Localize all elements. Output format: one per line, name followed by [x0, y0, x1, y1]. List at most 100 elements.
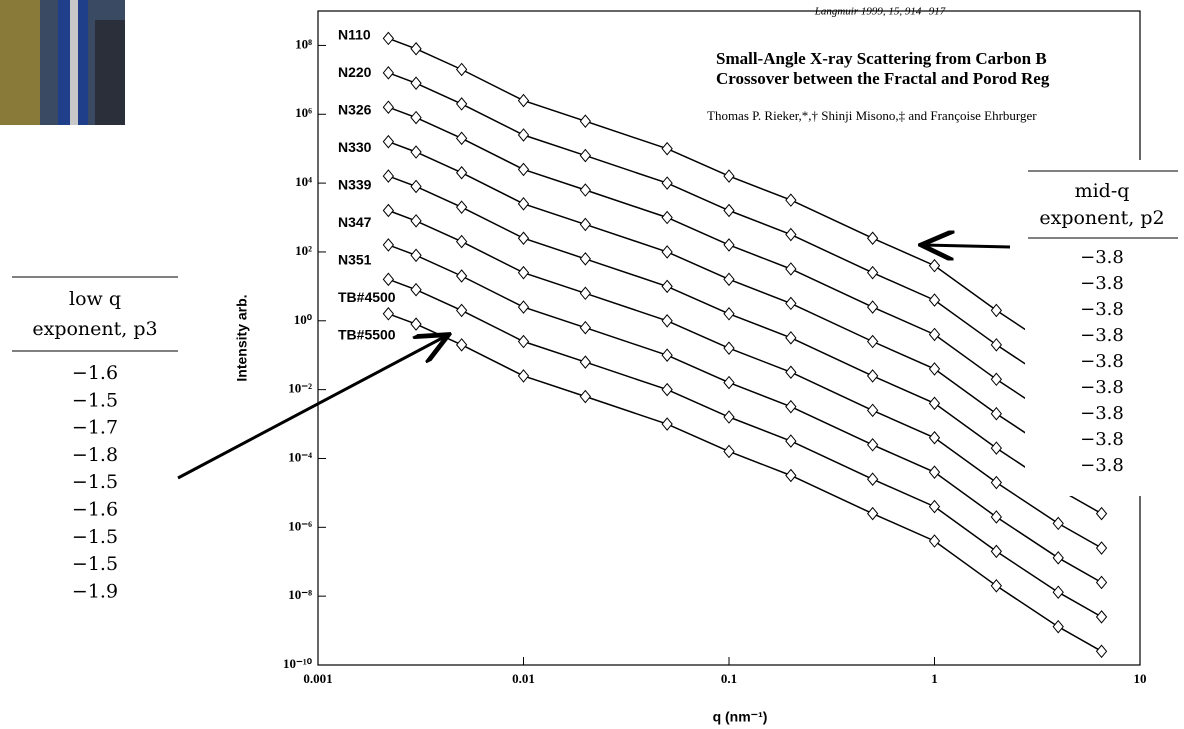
data-point: [455, 131, 468, 146]
series: [382, 31, 1108, 383]
data-point: [928, 534, 941, 548]
data-point: [990, 303, 1003, 318]
data-point: [382, 31, 395, 46]
table-cell: −1.6: [72, 362, 118, 384]
fit-line: [388, 37, 1102, 377]
table-header: mid-q: [1075, 180, 1130, 202]
data-point: [723, 272, 735, 287]
data-point: [866, 472, 879, 486]
data-point: [410, 282, 422, 297]
table-cell: −1.5: [72, 526, 118, 548]
table-cell: −3.8: [1080, 247, 1124, 268]
data-point: [990, 475, 1003, 490]
data-point: [382, 66, 395, 80]
data-point: [410, 76, 422, 90]
table-cell: −3.8: [1080, 351, 1124, 372]
table-cell: −3.8: [1080, 429, 1124, 450]
data-point: [785, 193, 797, 207]
data-point: [990, 510, 1003, 524]
y-tick-label: 10²: [295, 243, 312, 258]
data-point: [785, 227, 797, 242]
table-header: exponent, p2: [1039, 207, 1164, 229]
data-point: [517, 265, 530, 280]
data-point: [1095, 506, 1108, 521]
data-point: [410, 110, 422, 125]
series-label: N220: [338, 64, 372, 80]
data-point: [579, 389, 592, 404]
data-point: [928, 327, 941, 342]
y-tick-label: 10⁻⁸: [288, 587, 312, 602]
data-point: [990, 579, 1003, 593]
data-point: [928, 499, 941, 514]
data-point: [455, 234, 468, 249]
data-point: [1095, 541, 1108, 555]
data-point: [661, 382, 673, 397]
data-point: [410, 248, 422, 263]
data-point: [579, 217, 592, 232]
series-label: N339: [338, 177, 372, 193]
series-label: N351: [338, 252, 372, 268]
table-cell: −3.8: [1080, 455, 1124, 476]
data-point: [517, 369, 530, 383]
data-point: [1095, 610, 1108, 624]
series: [382, 100, 1108, 452]
data-point: [928, 430, 941, 445]
data-point: [990, 406, 1003, 421]
table-cell: −1.5: [72, 553, 118, 575]
data-point: [723, 203, 735, 218]
data-point: [990, 441, 1003, 455]
data-point: [785, 468, 797, 483]
x-tick-label: 10: [1134, 671, 1147, 686]
data-point: [661, 279, 673, 294]
data-point: [785, 399, 797, 414]
data-point: [723, 238, 735, 252]
data-point: [517, 231, 530, 246]
data-point: [455, 269, 468, 283]
data-point: [785, 262, 797, 276]
y-tick-label: 10⁻⁴: [288, 449, 312, 464]
data-point: [579, 183, 592, 197]
data-point: [1052, 619, 1064, 634]
table-cell: −3.8: [1080, 273, 1124, 294]
data-point: [990, 372, 1003, 387]
data-point: [455, 200, 468, 214]
table-cell: −1.8: [72, 444, 118, 466]
table-cell: −3.8: [1080, 325, 1124, 346]
data-point: [866, 334, 879, 349]
data-point: [517, 197, 530, 211]
series: [382, 66, 1108, 418]
table-background: [1025, 160, 1184, 496]
data-point: [1052, 585, 1064, 600]
table-cell: −1.5: [72, 389, 118, 411]
data-point: [785, 365, 797, 380]
data-point: [455, 303, 468, 318]
series-label: N110: [338, 27, 371, 43]
fit-line: [388, 72, 1102, 412]
data-point: [866, 265, 879, 280]
data-point: [517, 93, 530, 108]
data-point: [928, 258, 941, 273]
x-tick-label: 0.001: [303, 671, 332, 686]
data-point: [866, 506, 879, 521]
photo: [0, 0, 125, 125]
data-point: [517, 334, 530, 349]
data-point: [661, 210, 673, 225]
data-point: [661, 417, 673, 431]
data-point: [579, 114, 592, 128]
data-point: [382, 203, 395, 218]
y-tick-label: 10⁻¹⁰: [283, 656, 313, 671]
data-point: [579, 148, 592, 163]
table-cell: −3.8: [1080, 299, 1124, 320]
data-point: [723, 341, 735, 355]
data-point: [410, 214, 422, 228]
data-point: [661, 245, 673, 259]
table-cell: −1.6: [72, 499, 118, 521]
data-point: [866, 231, 879, 246]
y-tick-label: 10⁻⁶: [288, 518, 312, 533]
data-point: [723, 410, 735, 424]
y-axis-label: Intensity arb.: [234, 294, 250, 381]
data-point: [382, 238, 395, 252]
data-point: [382, 100, 395, 115]
series-label: N326: [338, 102, 372, 118]
y-tick-label: 10⁴: [295, 174, 312, 189]
